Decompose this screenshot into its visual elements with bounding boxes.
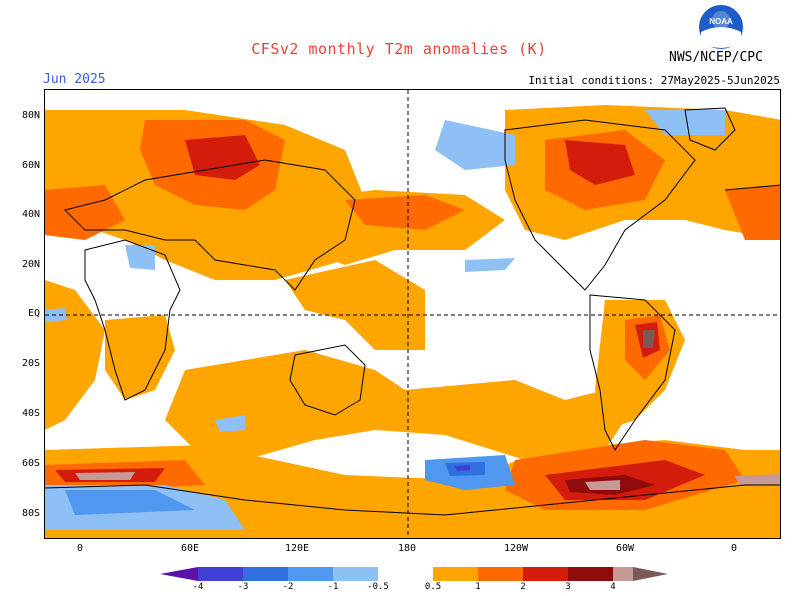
lat-label: 80S xyxy=(21,508,40,519)
colorbar-tick: -1 xyxy=(327,582,339,592)
colorbar-tick: -0.5 xyxy=(367,582,389,592)
colorbar-tick: 2 xyxy=(520,582,526,592)
lon-label: 0 xyxy=(730,543,738,554)
lon-label: 120W xyxy=(503,543,529,554)
lat-label: 20S xyxy=(21,358,40,369)
anomaly-map xyxy=(44,89,781,539)
anomaly-fill-extreme xyxy=(75,330,780,495)
lon-label: 60W xyxy=(615,543,635,554)
colorbar-tick: 0.5 xyxy=(424,582,442,592)
colorbar-bin xyxy=(523,567,568,581)
colorbar-bin xyxy=(478,567,523,581)
lat-label: 40S xyxy=(21,408,40,419)
colorbar-arrow-left xyxy=(160,567,198,581)
colorbar-bin xyxy=(433,567,478,581)
lon-label: 120E xyxy=(284,543,310,554)
colorbar-tick: 4 xyxy=(610,582,616,592)
anomaly-fill-cool xyxy=(45,110,725,530)
org-label: NWS/NCEP/CPC xyxy=(669,50,763,65)
colorbar-tick: -3 xyxy=(237,582,249,592)
colorbar-arrow-right xyxy=(633,567,668,581)
colorbar-bin xyxy=(243,567,288,581)
colorbar-bin xyxy=(333,567,378,581)
colorbar-tick: -2 xyxy=(282,582,294,592)
noaa-logo: NOAA xyxy=(696,2,746,52)
lon-label: 60E xyxy=(180,543,200,554)
chart-title: CFSv2 monthly T2m anomalies (K) xyxy=(251,40,547,58)
lat-label: 40N xyxy=(21,209,40,220)
colorbar-bin xyxy=(613,567,633,581)
colorbar-bin xyxy=(568,567,613,581)
initial-conditions: Initial conditions: 27May2025-5Jun2025 xyxy=(528,74,780,87)
lat-label: 60S xyxy=(21,458,40,469)
lon-label: 0 xyxy=(76,543,84,554)
colorbar-bin xyxy=(378,567,433,581)
lat-label: 60N xyxy=(21,160,40,171)
lon-label: 180 xyxy=(397,543,417,554)
coastlines xyxy=(45,107,780,516)
colorbar xyxy=(160,566,668,581)
lat-label: 20N xyxy=(21,259,40,270)
lat-label: 80N xyxy=(21,110,40,121)
colorbar-bin xyxy=(288,567,333,581)
colorbar-bin xyxy=(198,567,243,581)
logo-text: NOAA xyxy=(709,17,733,26)
month-label: Jun 2025 xyxy=(43,72,106,87)
colorbar-tick: 3 xyxy=(565,582,571,592)
lat-label: EQ xyxy=(27,308,40,319)
colorbar-tick: 1 xyxy=(475,582,481,592)
colorbar-tick: -4 xyxy=(192,582,204,592)
